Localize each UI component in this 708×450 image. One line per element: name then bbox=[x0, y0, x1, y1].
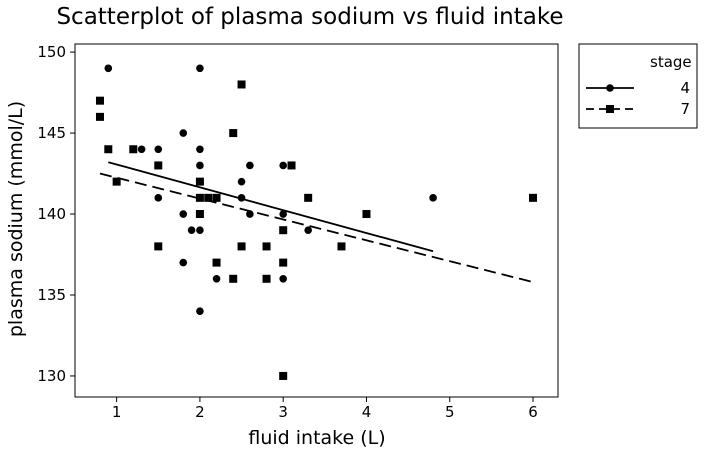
y-tick-label: 130 bbox=[37, 367, 66, 385]
x-tick-label: 2 bbox=[195, 403, 205, 421]
point-stage-4 bbox=[196, 307, 204, 315]
point-stage-4 bbox=[279, 161, 287, 170]
plot-area bbox=[74, 43, 559, 398]
point-stage-4 bbox=[196, 161, 204, 170]
data-points bbox=[95, 64, 538, 380]
point-stage-7 bbox=[237, 242, 246, 251]
legend-items: 47 bbox=[586, 79, 690, 118]
x-axis-label: fluid intake (L) bbox=[248, 427, 385, 449]
point-stage-7 bbox=[279, 226, 288, 235]
x-tick-label: 1 bbox=[112, 403, 122, 421]
legend-label-stage-4: 4 bbox=[680, 79, 690, 97]
legend-label-stage-7: 7 bbox=[680, 100, 690, 118]
x-axis: 1 2 3 4 5 6 bbox=[112, 397, 538, 421]
y-tick-label: 150 bbox=[37, 43, 66, 61]
point-stage-4 bbox=[179, 129, 188, 137]
point-stage-7 bbox=[212, 193, 221, 202]
point-stage-7 bbox=[95, 112, 104, 121]
point-stage-7 bbox=[195, 193, 204, 202]
x-tick-label: 3 bbox=[278, 403, 288, 421]
point-stage-4 bbox=[154, 145, 163, 154]
point-stage-7 bbox=[287, 161, 296, 170]
x-tick-label: 5 bbox=[445, 403, 455, 421]
legend-marker-stage-4 bbox=[606, 84, 614, 92]
point-stage-7 bbox=[95, 96, 104, 105]
point-stage-4 bbox=[179, 258, 188, 267]
point-stage-4 bbox=[137, 145, 146, 154]
point-stage-4 bbox=[304, 226, 312, 235]
y-tick-label: 135 bbox=[37, 286, 66, 304]
point-stage-7 bbox=[104, 145, 113, 154]
point-stage-4 bbox=[104, 64, 113, 73]
x-tick-label: 6 bbox=[528, 403, 538, 421]
fit-line-stage-4 bbox=[108, 161, 434, 253]
point-stage-4 bbox=[279, 274, 287, 283]
point-stage-4 bbox=[154, 194, 163, 202]
point-stage-7 bbox=[154, 242, 163, 251]
point-stage-7 bbox=[279, 258, 288, 267]
point-stage-7 bbox=[529, 193, 538, 202]
point-stage-7 bbox=[195, 177, 204, 186]
point-stage-7 bbox=[262, 242, 271, 251]
legend-title: stage bbox=[650, 53, 692, 71]
point-stage-4 bbox=[237, 194, 246, 202]
point-stage-7 bbox=[154, 161, 163, 170]
point-stage-7 bbox=[229, 129, 238, 138]
point-stage-7 bbox=[129, 145, 138, 154]
y-axis-label: plasma sodium (mmol/L) bbox=[5, 101, 27, 337]
point-stage-7 bbox=[304, 193, 313, 202]
point-stage-4 bbox=[212, 274, 221, 283]
point-stage-4 bbox=[237, 177, 246, 186]
legend-marker-stage-7 bbox=[606, 105, 614, 113]
fit-lines bbox=[99, 161, 534, 283]
point-stage-7 bbox=[112, 177, 121, 186]
point-stage-4 bbox=[196, 145, 204, 154]
point-stage-7 bbox=[262, 274, 271, 283]
point-stage-7 bbox=[204, 193, 213, 202]
point-stage-7 bbox=[195, 210, 204, 219]
point-stage-4 bbox=[246, 210, 254, 218]
point-stage-4 bbox=[187, 226, 196, 235]
y-axis: 130 135 140 145 150 bbox=[37, 43, 75, 385]
point-stage-4 bbox=[196, 64, 204, 73]
fit-line-stage-7 bbox=[99, 172, 534, 283]
point-stage-4 bbox=[279, 210, 287, 218]
y-tick-label: 145 bbox=[37, 124, 66, 142]
point-stage-4 bbox=[179, 210, 188, 218]
legend: stage 47 bbox=[578, 43, 698, 129]
chart-title: Scatterplot of plasma sodium vs fluid in… bbox=[56, 4, 563, 30]
x-tick-label: 4 bbox=[362, 403, 372, 421]
point-stage-7 bbox=[279, 371, 288, 380]
point-stage-7 bbox=[362, 210, 371, 219]
point-stage-7 bbox=[229, 274, 238, 283]
point-stage-4 bbox=[246, 161, 254, 170]
point-stage-7 bbox=[237, 80, 246, 89]
point-stage-4 bbox=[196, 226, 204, 235]
point-stage-7 bbox=[337, 242, 346, 251]
point-stage-4 bbox=[429, 194, 437, 202]
legend-box bbox=[578, 43, 698, 129]
y-tick-label: 140 bbox=[37, 205, 66, 223]
point-stage-7 bbox=[212, 258, 221, 267]
